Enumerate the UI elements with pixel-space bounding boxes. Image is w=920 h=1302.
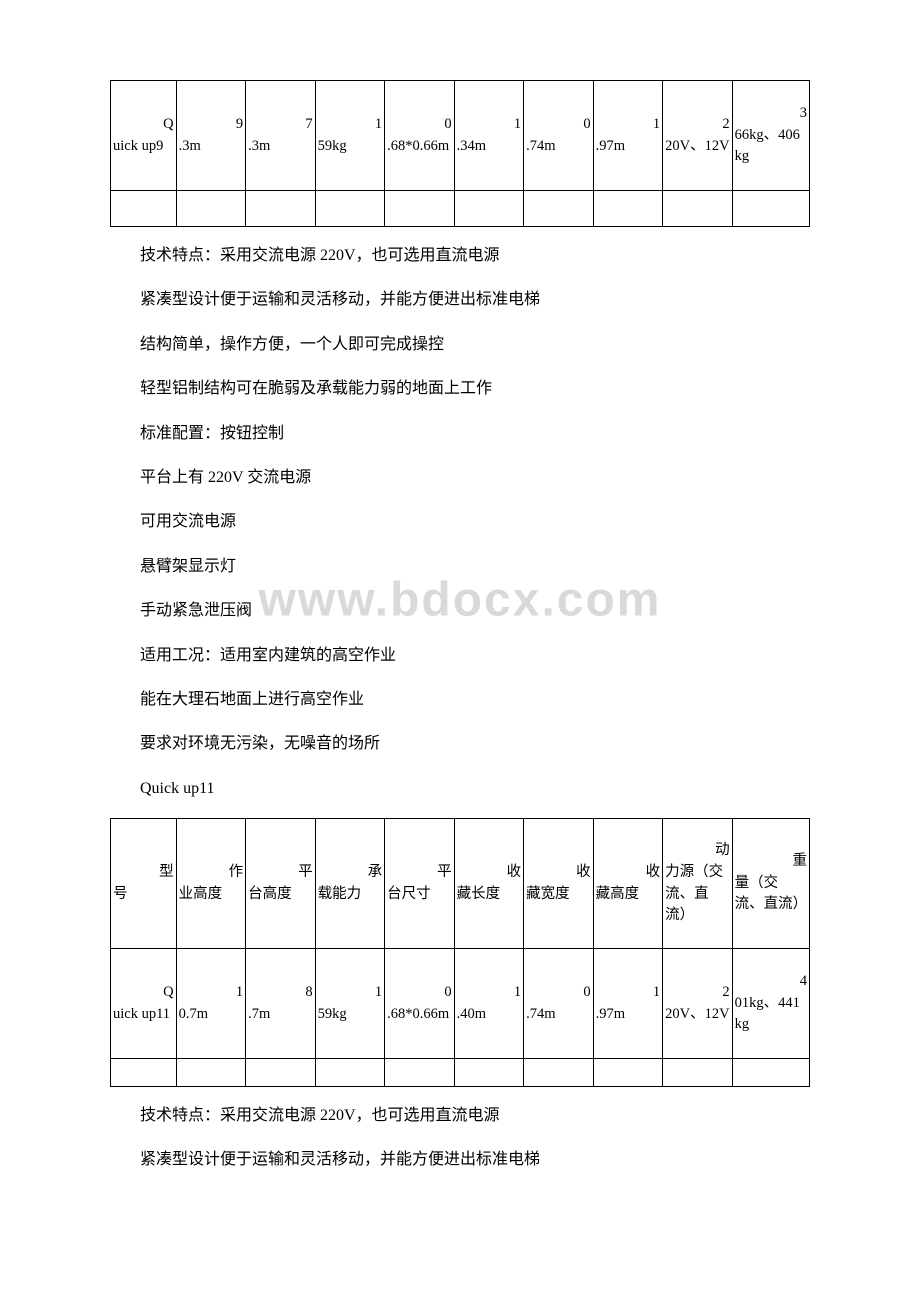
paragraph: 适用工况：适用室内建筑的高空作业 bbox=[140, 641, 810, 671]
table-empty-row bbox=[111, 191, 810, 227]
paragraph: 平台上有 220V 交流电源 bbox=[140, 463, 810, 493]
cell: 10.7m bbox=[176, 949, 246, 1059]
cell-model: Quick up9 bbox=[111, 81, 177, 191]
cell: 0.74m bbox=[524, 81, 594, 191]
header-cell: 作业高度 bbox=[176, 819, 246, 949]
cell: 1.40m bbox=[454, 949, 524, 1059]
cell: 401kg、441kg bbox=[732, 949, 809, 1059]
cell-model: Quick up11 bbox=[111, 949, 177, 1059]
cell: 8.7m bbox=[246, 949, 316, 1059]
cell: 220V、12V bbox=[663, 81, 733, 191]
paragraph: 技术特点：采用交流电源 220V，也可选用直流电源 bbox=[140, 241, 810, 271]
header-cell: 收藏高度 bbox=[593, 819, 663, 949]
cell: 0.74m bbox=[524, 949, 594, 1059]
table-row: Quick up9 9.3m 7.3m 159kg 0.68*0.66m 1.3… bbox=[111, 81, 810, 191]
paragraph: 紧凑型设计便于运输和灵活移动，并能方便进出标准电梯 bbox=[140, 285, 810, 315]
cell: 9.3m bbox=[176, 81, 246, 191]
cell: 1.97m bbox=[593, 949, 663, 1059]
cell: 159kg bbox=[315, 81, 385, 191]
table-empty-row bbox=[111, 1059, 810, 1087]
paragraph: 手动紧急泄压阀 bbox=[140, 596, 810, 626]
paragraph: Quick up11 bbox=[140, 774, 810, 804]
cell: 159kg bbox=[315, 949, 385, 1059]
cell: 0.68*0.66m bbox=[385, 81, 455, 191]
paragraph: 悬臂架显示灯 bbox=[140, 552, 810, 582]
spec-table-2: 型号 作业高度 平台高度 承载能力 平台尺寸 收藏长度 收藏宽度 收藏高度 动力… bbox=[110, 818, 810, 1087]
paragraph: 可用交流电源 bbox=[140, 507, 810, 537]
header-cell: 承载能力 bbox=[315, 819, 385, 949]
cell: 220V、12V bbox=[663, 949, 733, 1059]
cell: 366kg、406kg bbox=[732, 81, 809, 191]
paragraph: 标准配置：按钮控制 bbox=[140, 419, 810, 449]
paragraph: 结构简单，操作方便，一个人即可完成操控 bbox=[140, 330, 810, 360]
paragraph: 紧凑型设计便于运输和灵活移动，并能方便进出标准电梯 bbox=[140, 1145, 810, 1175]
header-cell: 平台尺寸 bbox=[385, 819, 455, 949]
spec-table-1: Quick up9 9.3m 7.3m 159kg 0.68*0.66m 1.3… bbox=[110, 80, 810, 227]
header-cell: 平台高度 bbox=[246, 819, 316, 949]
page-content: Quick up9 9.3m 7.3m 159kg 0.68*0.66m 1.3… bbox=[110, 80, 810, 1176]
cell: 0.68*0.66m bbox=[385, 949, 455, 1059]
cell: 1.97m bbox=[593, 81, 663, 191]
header-cell: 重量（交流、直流） bbox=[732, 819, 809, 949]
paragraph: 能在大理石地面上进行高空作业 bbox=[140, 685, 810, 715]
table-header-row: 型号 作业高度 平台高度 承载能力 平台尺寸 收藏长度 收藏宽度 收藏高度 动力… bbox=[111, 819, 810, 949]
cell: 7.3m bbox=[246, 81, 316, 191]
paragraph: 轻型铝制结构可在脆弱及承载能力弱的地面上工作 bbox=[140, 374, 810, 404]
header-cell: 型号 bbox=[111, 819, 177, 949]
cell: 1.34m bbox=[454, 81, 524, 191]
paragraph: 要求对环境无污染，无噪音的场所 bbox=[140, 729, 810, 759]
paragraph: 技术特点：采用交流电源 220V，也可选用直流电源 bbox=[140, 1101, 810, 1131]
table-row: Quick up11 10.7m 8.7m 159kg 0.68*0.66m 1… bbox=[111, 949, 810, 1059]
header-cell: 收藏长度 bbox=[454, 819, 524, 949]
header-cell: 收藏宽度 bbox=[524, 819, 594, 949]
header-cell: 动力源（交流、直流） bbox=[663, 819, 733, 949]
